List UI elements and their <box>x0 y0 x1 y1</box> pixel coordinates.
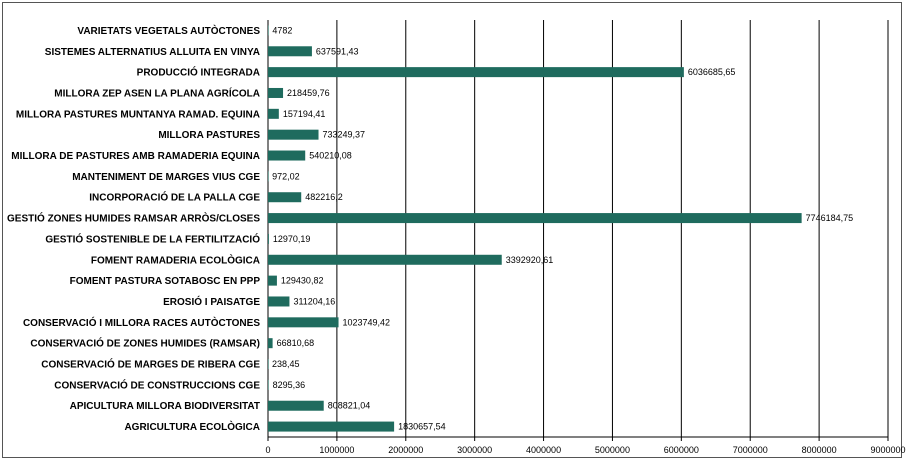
bars <box>268 25 802 432</box>
data-label: 637591,43 <box>316 46 359 56</box>
data-label: 129430,82 <box>281 276 324 286</box>
x-tick-label: 6000000 <box>664 445 699 455</box>
bar <box>268 233 269 244</box>
bar <box>268 213 802 224</box>
bar <box>268 46 312 57</box>
category-label: FOMENT PASTURA SOTABOSC EN PPP <box>70 276 261 287</box>
value-labels: 4782 637591,43 6036685,65 218459,76 157194,4… <box>272 25 853 431</box>
category-label: GESTIÓ SOSTENIBLE DE LA FERTILITZACIÓ <box>45 232 260 245</box>
x-tick-label: 0 <box>265 445 270 455</box>
category-label: INCORPORACIÓ DE LA PALLA CGE <box>89 191 260 204</box>
x-tick-label: 9000000 <box>870 445 905 455</box>
bar <box>268 379 269 390</box>
data-label: 1023749,42 <box>343 317 391 327</box>
bar <box>268 421 395 432</box>
bar <box>268 400 324 411</box>
bar <box>268 87 284 98</box>
category-label: MILLORA PASTURES MUNTANYA RAMAD. EQUINA <box>16 109 260 120</box>
data-label: 4782 <box>272 25 292 35</box>
data-label: 733249,37 <box>323 130 366 140</box>
bar <box>268 338 273 349</box>
data-label: 7746184,75 <box>806 213 854 223</box>
data-label: 311204,16 <box>293 296 335 306</box>
data-label: 1830657,54 <box>398 422 446 432</box>
bar <box>268 67 684 78</box>
x-tick-label: 1000000 <box>319 445 354 455</box>
bar <box>268 150 306 161</box>
data-label: 238,45 <box>272 359 300 369</box>
category-label: CONSERVACIÓ I MILLORA RACES AUTÒCTONES <box>23 316 260 329</box>
x-tick-label: 4000000 <box>526 445 561 455</box>
data-label: 808821,04 <box>328 401 371 411</box>
x-tick-label: 8000000 <box>802 445 837 455</box>
category-label: MILLORA DE PASTURES AMB RAMADERIA EQUINA <box>11 151 260 162</box>
axes <box>267 20 889 441</box>
category-label: MILLORA ZEP ASEN LA PLANA AGRÍCOLA <box>54 86 260 99</box>
bar <box>268 317 339 328</box>
x-tick-label: 7000000 <box>733 445 768 455</box>
category-label: VARIETATS VEGETALS AUTÒCTONES <box>77 24 260 37</box>
data-label: 157194,41 <box>283 109 326 119</box>
bar <box>268 296 290 307</box>
category-label: MANTENIMENT DE MARGES VIUS CGE <box>72 172 260 183</box>
category-label: AGRICULTURA ECOLÒGICA <box>124 420 260 433</box>
category-label: APICULTURA MILLORA BIODIVERSITAT <box>70 401 260 412</box>
bar <box>268 192 302 203</box>
category-label: CONSERVACIÓ DE ZONES HUMIDES (RAMSAR) <box>30 337 260 350</box>
data-label: 218459,76 <box>287 88 330 98</box>
grid-lines <box>336 20 889 437</box>
data-label: 6036685,65 <box>688 67 736 77</box>
bar <box>268 171 269 182</box>
data-label: 8295,36 <box>273 380 306 390</box>
bar <box>268 359 269 370</box>
category-labels: VARIETATS VEGETALS AUTÒCTONES SISTEMES AL… <box>7 24 260 433</box>
x-tick-labels: 0 1000000 2000000 3000000 4000000 5000000 6000… <box>265 445 905 455</box>
x-tick-label: 3000000 <box>457 445 492 455</box>
bar <box>268 275 277 286</box>
category-label: EROSIÓ I PAISATGE <box>163 295 260 308</box>
category-label: GESTIÓ ZONES HUMIDES RAMSAR ARRÒS/CLOSES <box>7 212 260 225</box>
category-label: CONSERVACIÓ DE MARGES DE RIBERA CGE <box>41 358 260 371</box>
x-tick-label: 5000000 <box>595 445 630 455</box>
bar <box>268 25 269 36</box>
data-label: 3392920,61 <box>506 255 554 265</box>
category-label: PRODUCCIÓ INTEGRADA <box>137 66 260 79</box>
category-label: FOMENT RAMADERIA ECOLÒGICA <box>91 253 260 266</box>
bar <box>268 108 279 119</box>
data-label: 482216,2 <box>305 192 343 202</box>
bar <box>268 254 502 265</box>
category-label: MILLORA PASTURES <box>158 130 260 141</box>
data-label: 972,02 <box>272 171 300 181</box>
category-label: CONSERVACIÓ DE CONSTRUCCIONS CGE <box>54 378 260 391</box>
data-label: 12970,19 <box>273 234 311 244</box>
data-label: 66810,68 <box>277 338 315 348</box>
x-tick-label: 2000000 <box>388 445 423 455</box>
data-label: 540210,08 <box>309 151 352 161</box>
category-label: SISTEMES ALTERNATIUS ALLUITA EN VINYA <box>45 47 260 58</box>
bar <box>268 129 319 140</box>
